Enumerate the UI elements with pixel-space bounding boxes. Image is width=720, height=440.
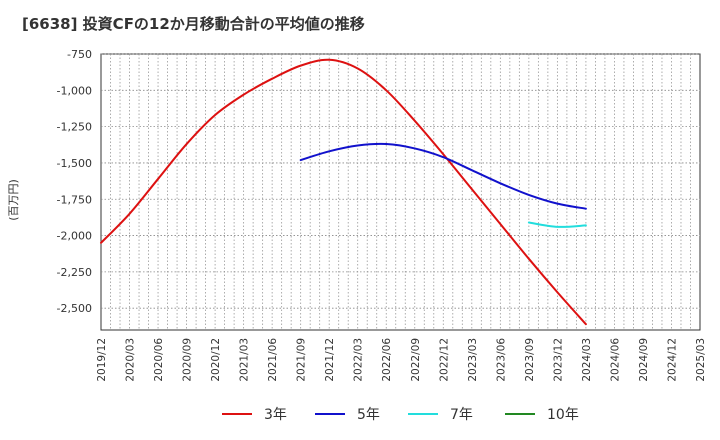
x-tick-label: 2023/09	[524, 338, 536, 382]
y-tick-label: -2,000	[57, 230, 92, 243]
x-tick-label: 2021/09	[296, 338, 308, 382]
y-tick-label: -2,500	[57, 302, 92, 315]
chart-title: [6638] 投資CFの12か月移動合計の平均値の推移	[22, 15, 365, 33]
plot-area	[100, 53, 701, 331]
y-tick-label: -750	[67, 48, 92, 61]
x-tick-label: 2020/06	[153, 338, 165, 382]
series-line-2	[299, 142, 587, 210]
x-tick-label: 2022/06	[381, 338, 393, 382]
legend-label-1: 3年	[264, 407, 287, 423]
y-tick-label: -2,250	[57, 266, 92, 279]
legend-label-3: 7年	[450, 407, 473, 423]
series-line-3	[527, 221, 587, 228]
x-tick-label: 2022/12	[438, 338, 450, 382]
x-tick-label: 2024/12	[666, 338, 678, 382]
x-axis: 2019/12 2020/03 2020/06 2020/09 2020/12 2021/…	[96, 338, 707, 382]
x-tick-label: 2021/12	[324, 338, 336, 382]
x-tick-label: 2022/09	[410, 338, 422, 382]
plot-frame	[100, 53, 701, 331]
x-tick-label: 2024/06	[609, 338, 621, 382]
x-tick-label: 2020/09	[182, 338, 194, 382]
y-axis: -750 -1,000 -1,250 -1,500 -1,750 -2,000 -2,250…	[57, 48, 92, 315]
x-tick-label: 2023/12	[552, 338, 564, 382]
x-tick-label: 2020/03	[125, 338, 137, 382]
grid-lines	[101, 53, 700, 330]
x-tick-label: 2023/06	[495, 338, 507, 382]
x-tick-label: 2019/12	[96, 338, 108, 382]
series-line-1	[100, 58, 587, 326]
legend-label-4: 10年	[547, 407, 579, 423]
y-tick-label: -1,250	[57, 121, 92, 134]
x-tick-label: 2023/03	[467, 338, 479, 382]
x-tick-label: 2020/12	[210, 338, 222, 382]
y-axis-label: (百万円)	[7, 179, 20, 221]
x-tick-label: 2025/03	[695, 338, 707, 382]
x-tick-label: 2024/09	[638, 338, 650, 382]
series-lines	[100, 58, 587, 326]
x-tick-label: 2021/03	[239, 338, 251, 382]
y-tick-label: -1,750	[57, 193, 92, 206]
x-tick-label: 2021/06	[267, 338, 279, 382]
y-tick-label: -1,000	[57, 84, 92, 97]
x-tick-label: 2022/03	[353, 338, 365, 382]
legend-label-2: 5年	[357, 407, 380, 423]
legend: 3年 5年 7年 10年	[222, 407, 579, 423]
x-tick-label: 2024/03	[581, 338, 593, 382]
y-tick-label: -1,500	[57, 157, 92, 170]
